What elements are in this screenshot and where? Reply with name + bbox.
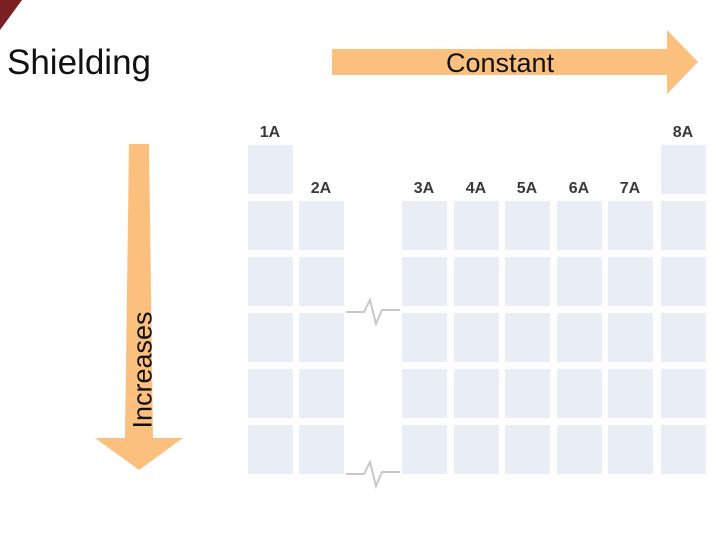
element-cell-4a — [454, 313, 499, 362]
element-cell-5a — [505, 369, 550, 418]
element-cell-8a — [661, 257, 706, 306]
element-cell-5a — [505, 425, 550, 474]
group-label-7a: 7A — [619, 180, 641, 197]
element-cell-4a — [454, 425, 499, 474]
element-cell-7a — [608, 257, 653, 306]
group-label-5a: 5A — [516, 180, 538, 197]
element-cell-6a — [557, 313, 602, 362]
table-gap-break-bottom — [346, 459, 400, 490]
element-cell-4a — [454, 257, 499, 306]
group-label-8a: 8A — [672, 124, 694, 141]
element-cell-4a — [454, 201, 499, 250]
element-cell-6a — [557, 201, 602, 250]
element-cell-3a — [402, 313, 447, 362]
horizontal-arrow-label: Constant — [446, 48, 555, 78]
group-label-1a: 1A — [259, 124, 281, 141]
horizontal-arrow — [332, 30, 698, 94]
element-cell-3a — [402, 369, 447, 418]
element-cell-5a — [505, 257, 550, 306]
element-cell-8a — [661, 201, 706, 250]
page-title: Shielding — [7, 43, 151, 82]
element-cell-6a — [557, 425, 602, 474]
element-cell-1a — [248, 313, 293, 362]
element-cell-8a — [661, 145, 706, 194]
element-cell-3a — [402, 257, 447, 306]
element-cell-8a — [661, 313, 706, 362]
element-cell-1a — [248, 369, 293, 418]
element-cell-7a — [608, 201, 653, 250]
element-cell-8a — [661, 369, 706, 418]
element-cell-6a — [557, 257, 602, 306]
element-cell-2a — [299, 313, 344, 362]
group-label-3a: 3A — [413, 180, 435, 197]
element-cell-1a — [248, 145, 293, 194]
element-cell-1a — [248, 425, 293, 474]
vertical-arrow — [95, 144, 183, 470]
element-cell-2a — [299, 257, 344, 306]
element-cell-7a — [608, 369, 653, 418]
element-cell-4a — [454, 369, 499, 418]
group-label-6a: 6A — [568, 180, 590, 197]
element-cell-2a — [299, 369, 344, 418]
element-cell-3a — [402, 201, 447, 250]
element-cell-7a — [608, 425, 653, 474]
group-label-4a: 4A — [465, 180, 487, 197]
element-cell-2a — [299, 201, 344, 250]
element-cell-1a — [248, 201, 293, 250]
element-cell-3a — [402, 425, 447, 474]
element-cell-5a — [505, 313, 550, 362]
element-cell-5a — [505, 201, 550, 250]
element-cell-7a — [608, 313, 653, 362]
group-label-2a: 2A — [310, 180, 332, 197]
element-cell-2a — [299, 425, 344, 474]
element-cell-1a — [248, 257, 293, 306]
element-cell-8a — [661, 425, 706, 474]
vertical-arrow-label: Increases — [127, 311, 158, 429]
element-cell-6a — [557, 369, 602, 418]
corner-decoration — [0, 0, 22, 30]
table-gap-break-top — [346, 297, 400, 328]
